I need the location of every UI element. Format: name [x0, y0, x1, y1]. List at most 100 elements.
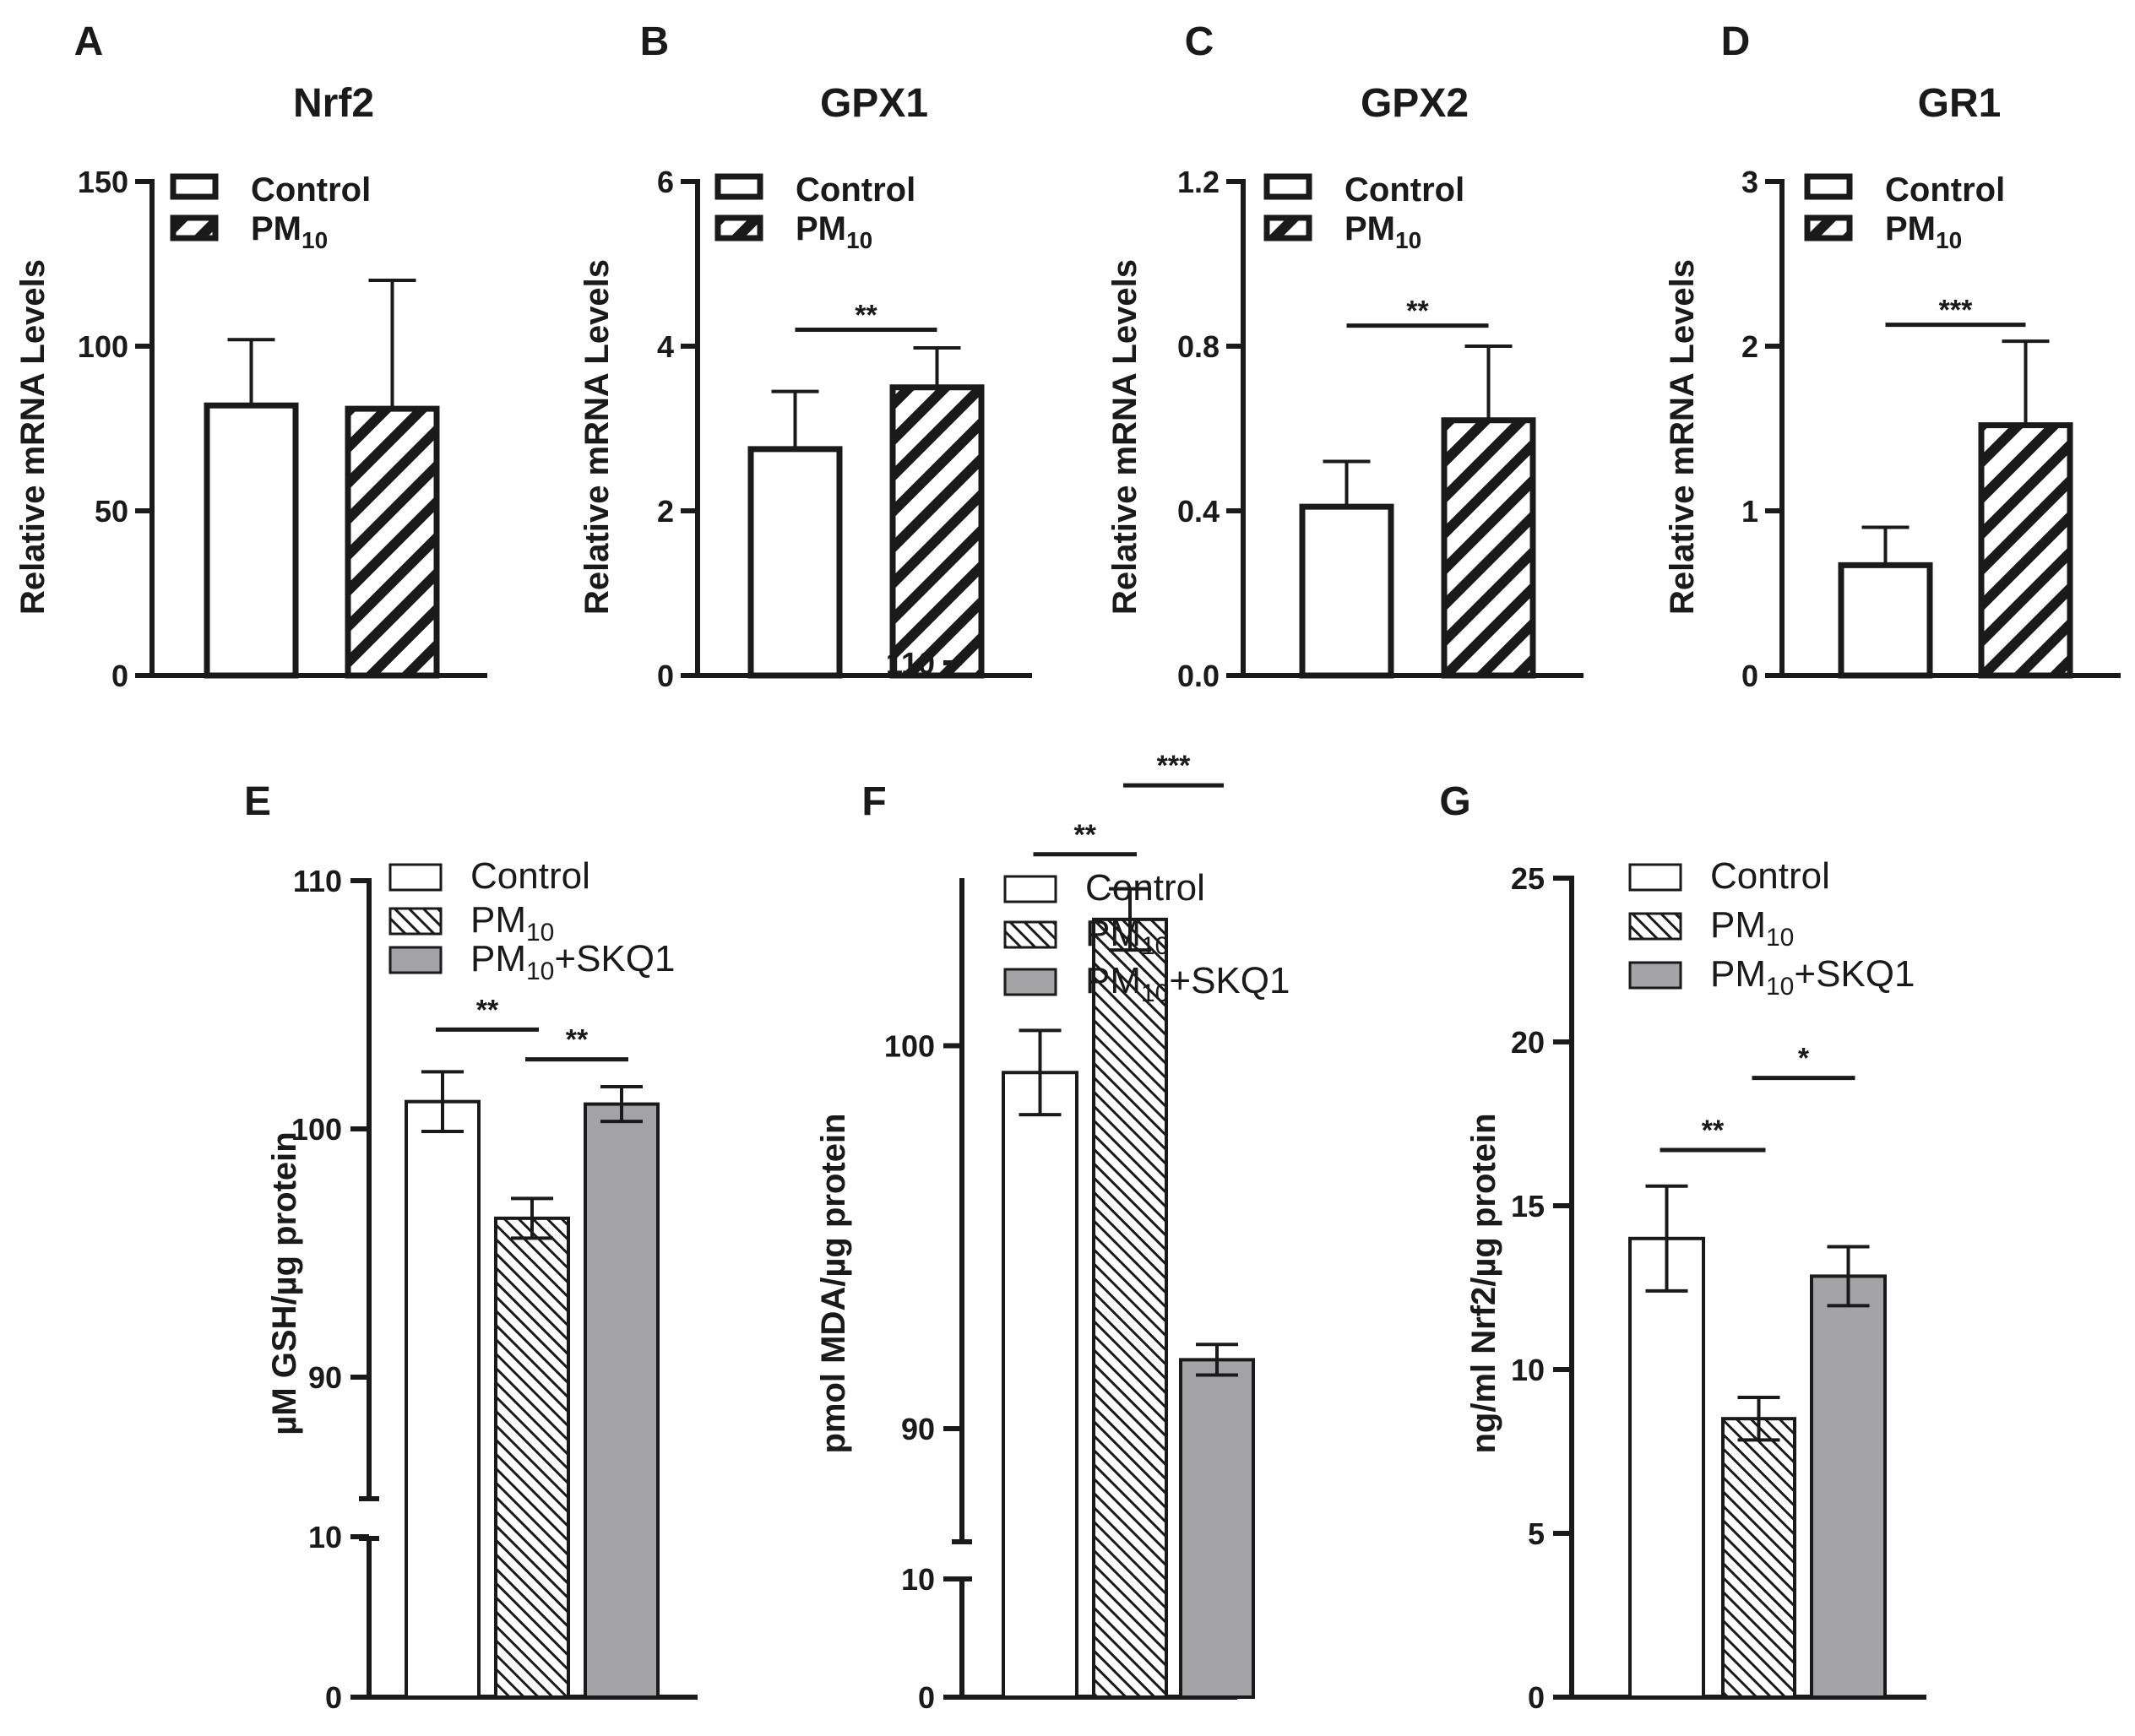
- legend-swatch-control: [714, 173, 763, 200]
- legend-swatch-control: [1263, 173, 1312, 200]
- legend-swatch-pm10: [714, 214, 763, 241]
- panel-d: D GR1 Relative mRNA Levels 0 1 2 3 *** ControlPM…: [1664, 19, 2121, 693]
- y-tick-label: 0.0: [1177, 659, 1220, 693]
- panel-letter-e: E: [244, 779, 271, 824]
- y-tick-label: 25: [1511, 861, 1545, 896]
- y-tick-label: 4: [657, 329, 674, 364]
- legend-label-control: Control: [470, 855, 590, 897]
- legend-swatch-control: [170, 173, 219, 200]
- legend-swatch-pm10-skq1: [1628, 961, 1682, 990]
- y-tick-label: 1: [1741, 494, 1758, 529]
- legend-swatch-pm10: [388, 907, 443, 936]
- y-tick-label: 110: [293, 864, 342, 898]
- chart-title: Nrf2: [293, 81, 374, 126]
- y-tick-label: 100: [78, 329, 128, 364]
- y-tick-label: 100: [291, 1112, 342, 1147]
- bar-control: [405, 1099, 481, 1700]
- y-tick-label: 150: [78, 165, 128, 199]
- y-tick-label: 110: [886, 646, 935, 681]
- legend-label-control: Control: [1710, 855, 1830, 897]
- legend-swatch-pm10: [170, 214, 219, 241]
- y-tick-label: 0: [657, 659, 674, 693]
- significance-label: **: [855, 300, 877, 332]
- legend-swatch-pm10: [1804, 214, 1853, 241]
- y-axis-label: µM GSH/µg protein: [266, 1131, 303, 1435]
- bar-pm10: [1092, 917, 1168, 1699]
- panel-g: Gng/ml Nrf2/µg protein0510152025***Contr…: [1439, 779, 1926, 1715]
- y-tick-label: 2: [657, 494, 674, 529]
- y-tick-label: 6: [657, 165, 674, 199]
- y-tick-label: 3: [1741, 165, 1758, 199]
- y-axis-label: Relative mRNA Levels: [1106, 259, 1144, 615]
- bar-pm10: [1721, 1417, 1796, 1699]
- y-tick-label: 10: [901, 1562, 935, 1597]
- bar-pm10-skq1: [1179, 1358, 1255, 1699]
- significance-label: **: [1406, 296, 1429, 328]
- y-tick-label: 0: [1741, 659, 1758, 693]
- y-tick-label: 20: [1511, 1025, 1545, 1060]
- y-axis-label: Relative mRNA Levels: [14, 259, 52, 615]
- y-axis-label: Relative mRNA Levels: [579, 259, 616, 615]
- legend-label-pm10: PM10: [251, 210, 328, 253]
- y-tick-label: 90: [308, 1360, 342, 1395]
- panel-letter-c: C: [1185, 19, 1214, 64]
- legend-label-control: Control: [1885, 171, 2005, 209]
- legend-label-control: Control: [796, 171, 915, 209]
- bar-pm10: [889, 384, 985, 679]
- panel-letter-b: B: [640, 19, 670, 64]
- panel-a: A Nrf2 Relative mRNA Levels 0 50 100 150 Contro…: [14, 19, 487, 693]
- legend-swatch-pm10: [1003, 920, 1057, 949]
- legend-label-control: Control: [1085, 867, 1205, 909]
- y-tick-label: 100: [884, 1029, 935, 1064]
- bar-control: [204, 402, 299, 679]
- legend-swatch-control: [388, 863, 443, 892]
- y-tick-label: 50: [95, 494, 128, 529]
- panel-c: C GPX2 Relative mRNA Levels 0.0 0.4 0.8 1.2 ** C…: [1106, 19, 1584, 693]
- bar-control: [747, 446, 843, 679]
- y-tick-label: 1.2: [1177, 165, 1220, 199]
- panel-b: B GPX1 Relative mRNA Levels 0 2 4 6 ** ControlPM…: [579, 19, 1032, 693]
- y-tick-label: 0: [111, 659, 128, 693]
- panel-letter-d: D: [1721, 19, 1751, 64]
- panel-letter-a: A: [74, 19, 104, 64]
- legend-swatch-pm10-skq1: [388, 946, 443, 974]
- legend-label-pm10: PM10: [1085, 913, 1169, 960]
- y-tick-label: 2: [1741, 329, 1758, 364]
- y-tick-label: 90: [901, 1412, 935, 1446]
- y-axis-label: Relative mRNA Levels: [1664, 259, 1701, 615]
- y-tick-label: 0.4: [1177, 494, 1220, 529]
- bar-pm10: [494, 1216, 570, 1699]
- y-tick-label: 0: [1528, 1680, 1545, 1715]
- legend-label-control: Control: [251, 171, 371, 209]
- legend-swatch-control: [1003, 875, 1057, 903]
- bar-control: [1299, 503, 1394, 679]
- y-tick-label: 10: [308, 1520, 342, 1554]
- bar-control: [1002, 1071, 1078, 1699]
- legend-label-pm10-skq1: PM10+SKQ1: [1710, 953, 1915, 1001]
- legend-swatch-pm10: [1263, 214, 1312, 241]
- y-tick-label: 0.8: [1177, 329, 1220, 364]
- y-tick-label: 0: [325, 1680, 342, 1715]
- significance-label: *: [1798, 1043, 1810, 1075]
- legend-label-pm10-skq1: PM10+SKQ1: [470, 938, 675, 985]
- legend-label-pm10: PM10: [470, 899, 554, 947]
- legend-label-control: Control: [1345, 171, 1464, 209]
- legend-label-pm10: PM10: [796, 210, 872, 253]
- y-tick-label: 5: [1528, 1516, 1545, 1551]
- bar-pm10-skq1: [584, 1102, 660, 1699]
- legend-label-pm10-skq1: PM10+SKQ1: [1085, 960, 1290, 1007]
- significance-label: **: [566, 1024, 589, 1056]
- legend-label-pm10: PM10: [1345, 210, 1421, 253]
- legend-label-pm10: PM10: [1885, 210, 1962, 253]
- legend-swatch-control: [1804, 173, 1853, 200]
- bar-pm10: [1978, 422, 2073, 679]
- significance-label: ***: [1939, 295, 1973, 327]
- bar-control: [1838, 561, 1933, 679]
- chart-title: GPX1: [820, 81, 928, 126]
- panel-letter-f: F: [861, 779, 886, 824]
- y-tick-label: 0: [918, 1680, 935, 1715]
- significance-label: ***: [1157, 750, 1191, 782]
- y-axis-label: pmol MDA/µg protein: [815, 1113, 852, 1453]
